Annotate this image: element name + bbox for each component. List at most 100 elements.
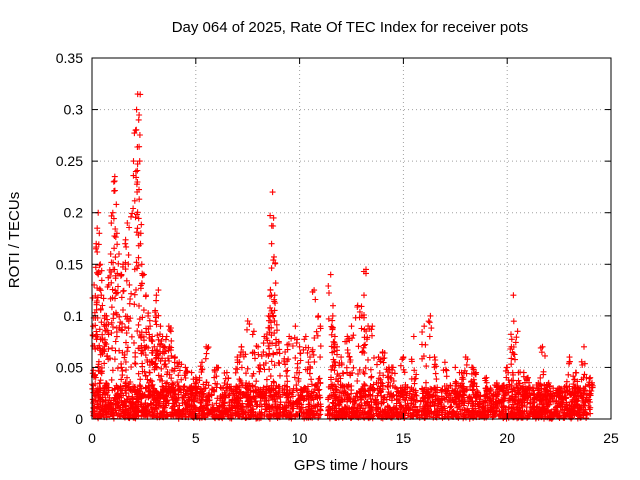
data-point [164, 412, 171, 419]
data-points [89, 91, 596, 422]
data-point [393, 405, 400, 412]
data-point [268, 358, 275, 365]
data-point [256, 409, 263, 415]
data-point [511, 411, 518, 418]
data-point [300, 409, 307, 416]
data-point [143, 410, 150, 417]
data-point [329, 312, 336, 319]
data-point [112, 401, 119, 408]
data-point [565, 371, 572, 378]
data-point [312, 296, 319, 303]
data-point [152, 396, 158, 403]
data-point [271, 292, 278, 299]
data-point [301, 415, 308, 422]
data-point [317, 407, 324, 414]
data-point [134, 225, 141, 232]
data-point [134, 167, 141, 174]
data-point [350, 364, 357, 371]
data-point [125, 261, 132, 268]
data-point [571, 411, 578, 418]
data-point [111, 245, 118, 252]
data-point [540, 368, 547, 375]
data-point [380, 359, 387, 366]
y-tick-label: 0.05 [56, 359, 83, 375]
data-point [542, 352, 548, 359]
data-point [562, 395, 569, 401]
data-point [362, 408, 369, 415]
data-point [274, 405, 281, 412]
data-point [216, 408, 223, 415]
data-point [97, 261, 104, 268]
x-tick-label: 0 [88, 430, 96, 446]
data-point [515, 390, 522, 397]
data-point [105, 404, 112, 411]
data-point [204, 412, 211, 418]
data-point [553, 397, 560, 404]
data-point [108, 376, 115, 383]
data-point [534, 403, 541, 410]
data-point [326, 290, 332, 296]
data-point [244, 326, 250, 333]
data-point [297, 357, 304, 364]
data-point [397, 362, 404, 369]
data-point [266, 366, 273, 373]
data-point [348, 383, 355, 389]
data-point [113, 201, 120, 208]
data-point [243, 389, 250, 396]
data-point [272, 280, 279, 287]
data-point [422, 341, 429, 348]
data-point [346, 353, 353, 360]
data-point [224, 407, 231, 414]
data-point [270, 407, 277, 414]
data-point [146, 409, 153, 416]
data-point [118, 376, 125, 383]
data-point [344, 347, 351, 353]
data-point [252, 355, 258, 362]
data-point [542, 408, 549, 415]
data-point [182, 391, 189, 398]
y-tick-label: 0.3 [64, 102, 84, 118]
data-point [248, 406, 255, 413]
data-point [129, 210, 136, 217]
data-point [439, 386, 446, 393]
data-point [206, 397, 213, 403]
data-point [423, 363, 430, 370]
data-point [327, 271, 334, 278]
data-point [412, 375, 419, 382]
data-point [128, 333, 135, 340]
data-point [197, 398, 204, 405]
data-point [352, 314, 359, 321]
data-point [135, 406, 142, 413]
data-point [343, 364, 350, 371]
data-point [112, 398, 119, 405]
x-tick-label: 10 [292, 430, 308, 446]
data-point [132, 405, 139, 412]
data-point [199, 359, 205, 366]
data-point [469, 387, 476, 394]
data-point [535, 412, 542, 419]
data-point [280, 411, 287, 418]
data-point [140, 307, 147, 314]
data-point [230, 390, 237, 397]
data-point [331, 405, 337, 412]
data-point [111, 187, 118, 194]
data-point [301, 336, 308, 343]
data-point [419, 329, 426, 335]
data-point [279, 412, 286, 419]
data-point [253, 403, 260, 410]
data-point [163, 333, 170, 340]
data-point [404, 400, 411, 407]
data-point [342, 410, 349, 417]
data-point [442, 413, 449, 420]
data-point [220, 399, 226, 406]
data-point [120, 307, 126, 313]
data-point [292, 323, 299, 330]
data-point [123, 243, 130, 250]
data-point [359, 348, 366, 355]
data-point [459, 406, 466, 413]
data-point [146, 369, 153, 376]
data-point [153, 389, 160, 396]
data-point [176, 402, 183, 409]
data-point [96, 285, 103, 292]
